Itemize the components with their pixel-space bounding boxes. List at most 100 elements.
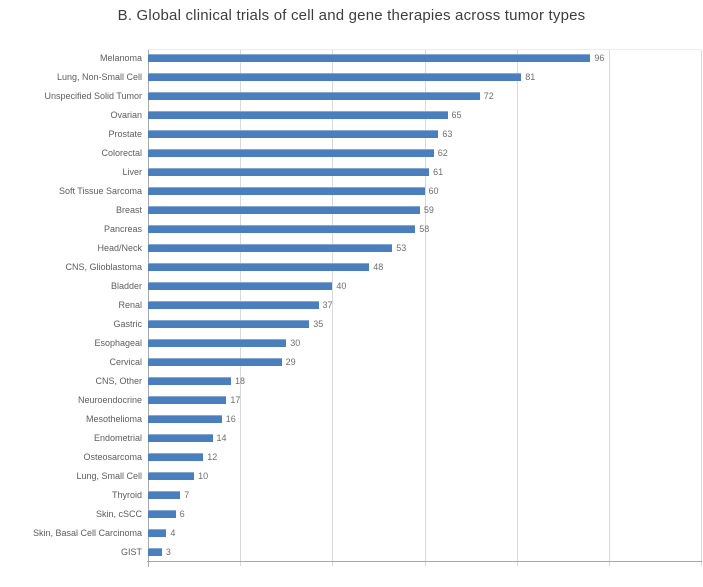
bar-rows: Melanoma 96 Lung, Non-Small Cell 81 Unspecif… <box>0 49 701 561</box>
bar-track: 59 <box>148 201 701 220</box>
bar <box>148 528 167 537</box>
bar <box>148 452 204 461</box>
value-label: 58 <box>419 224 430 235</box>
bar-track: 10 <box>148 466 701 485</box>
category-label: Skin, Basal Cell Carcinoma <box>32 527 142 538</box>
bar-row: Bladder 40 <box>0 277 701 296</box>
category-label: Unspecified Solid Tumor <box>44 91 142 102</box>
category-label: Soft Tissue Sarcoma <box>58 186 142 197</box>
bar-track: 12 <box>148 447 701 466</box>
bar <box>148 433 213 442</box>
category-label: Neuroendocrine <box>77 394 142 405</box>
value-label: 7 <box>184 489 190 500</box>
bar-row: Ovarian 65 <box>0 106 701 125</box>
bar <box>148 206 420 215</box>
value-label: 53 <box>396 243 407 254</box>
category-label: Cervical <box>109 356 142 367</box>
bar <box>148 357 282 366</box>
bar-row: Endometrial 14 <box>0 428 701 447</box>
bar-track: 48 <box>148 258 701 277</box>
bar-row: Thyroid 7 <box>0 485 701 504</box>
bar-row: Lung, Small Cell 10 <box>0 466 701 485</box>
bar <box>148 301 319 310</box>
bar-row: GIST 3 <box>0 542 701 561</box>
category-label: Head/Neck <box>97 243 142 254</box>
category-label: Liver <box>122 167 142 178</box>
bar-row: Renal 37 <box>0 296 701 315</box>
bar-track: 7 <box>148 485 701 504</box>
value-label: 48 <box>373 262 384 273</box>
category-label: Colorectal <box>101 148 142 159</box>
category-label: Gastric <box>113 319 142 330</box>
category-label: CNS, Other <box>95 375 142 386</box>
bar-track: 29 <box>148 353 701 372</box>
bar-track: 96 <box>148 49 701 68</box>
gridline <box>701 50 702 566</box>
gridline <box>516 50 518 566</box>
value-label: 6 <box>179 508 185 519</box>
value-label: 63 <box>442 129 453 140</box>
gridline <box>332 50 334 566</box>
bar-row: Lung, Non-Small Cell 81 <box>0 68 701 87</box>
bar-track: 6 <box>148 504 701 523</box>
bar-row: Cervical 29 <box>0 353 701 372</box>
value-label: 14 <box>216 432 227 443</box>
category-label: Mesothelioma <box>85 413 142 424</box>
bar-row: Mesothelioma 16 <box>0 409 701 428</box>
bar <box>148 54 591 63</box>
bar-row: Skin, Basal Cell Carcinoma 4 <box>0 523 701 542</box>
value-label: 81 <box>525 72 536 83</box>
category-label: Breast <box>115 205 142 216</box>
bar-track: 53 <box>148 239 701 258</box>
category-label: Endometrial <box>93 432 142 443</box>
bar-row: Esophageal 30 <box>0 334 701 353</box>
x-axis-line <box>147 561 702 562</box>
value-label: 65 <box>451 110 462 121</box>
value-label: 10 <box>198 470 209 481</box>
bar-track: 63 <box>148 125 701 144</box>
bar <box>148 92 480 101</box>
bar <box>148 187 425 196</box>
bar-track: 65 <box>148 106 701 125</box>
bar-row: Colorectal 62 <box>0 144 701 163</box>
value-label: 60 <box>428 186 439 197</box>
bar <box>148 376 231 385</box>
value-label: 30 <box>290 338 301 349</box>
chart-title: B. Global clinical trials of cell and ge… <box>117 7 586 24</box>
value-label: 17 <box>230 394 241 405</box>
bar-track: 30 <box>148 334 701 353</box>
bar-track: 37 <box>148 296 701 315</box>
bar-track: 16 <box>148 409 701 428</box>
bar-track: 17 <box>148 390 701 409</box>
value-label: 40 <box>336 281 347 292</box>
bar-row: Prostate 63 <box>0 125 701 144</box>
category-label: Lung, Small Cell <box>76 470 142 481</box>
bar-row: Head/Neck 53 <box>0 239 701 258</box>
bar-row: Gastric 35 <box>0 315 701 334</box>
bar-row: Pancreas 58 <box>0 220 701 239</box>
bar <box>148 414 222 423</box>
category-label: GIST <box>120 546 142 557</box>
category-label: Osteosarcoma <box>83 451 142 462</box>
bar-row: Liver 61 <box>0 163 701 182</box>
bar <box>148 320 310 329</box>
bar <box>148 509 176 518</box>
bar <box>148 395 227 404</box>
category-label: Pancreas <box>103 224 142 235</box>
value-label: 72 <box>483 91 494 102</box>
bar-track: 62 <box>148 144 701 163</box>
bar <box>148 168 430 177</box>
bar-row: Skin, cSCC 6 <box>0 504 701 523</box>
bar <box>148 282 333 291</box>
bar-track: 35 <box>148 315 701 334</box>
category-label: Lung, Non-Small Cell <box>56 72 142 83</box>
category-label: Prostate <box>108 129 142 140</box>
bar-track: 72 <box>148 87 701 106</box>
gridline <box>424 50 426 566</box>
bar <box>148 111 448 120</box>
category-label: Esophageal <box>94 338 142 349</box>
bar-row: Neuroendocrine 17 <box>0 390 701 409</box>
value-label: 61 <box>433 167 444 178</box>
value-label: 62 <box>437 148 448 159</box>
